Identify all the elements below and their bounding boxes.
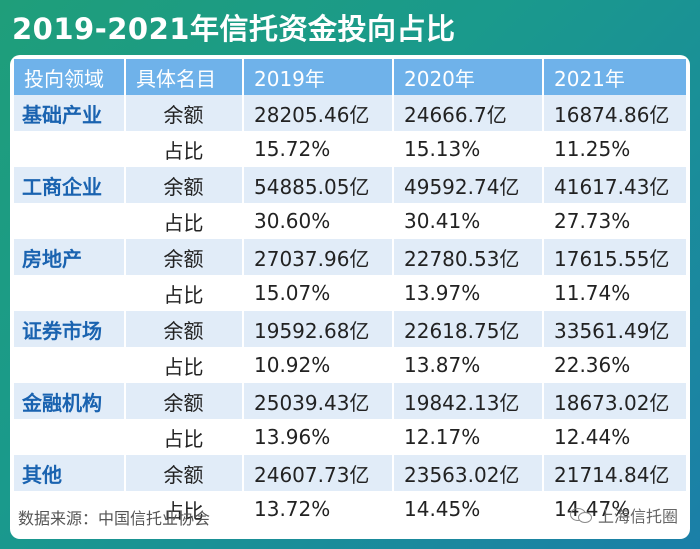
item-cell: 余额	[126, 167, 244, 203]
table-header-row: 投向领域 具体名目 2019年 2020年 2021年	[14, 59, 686, 95]
item-cell: 余额	[126, 455, 244, 491]
table-row: 占比 15.07% 13.97% 11.74%	[14, 275, 686, 311]
table-row: 占比 13.96% 12.17% 12.44%	[14, 419, 686, 455]
value-cell: 19842.13亿	[394, 383, 544, 419]
brand-watermark: 上海信托圈	[569, 503, 678, 527]
value-cell: 17615.55亿	[544, 239, 686, 275]
value-cell: 21714.84亿	[544, 455, 686, 491]
table-panel: 投向领域 具体名目 2019年 2020年 2021年 基础产业 余额 28205.…	[10, 55, 690, 539]
value-cell: 24607.73亿	[244, 455, 394, 491]
table-row: 证券市场 余额 19592.68亿 22618.75亿 33561.49亿	[14, 311, 686, 347]
value-cell: 12.17%	[394, 419, 544, 455]
header-cell: 投向领域	[14, 59, 126, 95]
value-cell: 13.96%	[244, 419, 394, 455]
value-cell: 27.73%	[544, 203, 686, 239]
value-cell: 15.07%	[244, 275, 394, 311]
chart-title: 2019-2021年信托资金投向占比	[12, 12, 456, 46]
domain-cell	[14, 491, 126, 527]
item-cell: 余额	[126, 311, 244, 347]
data-table: 投向领域 具体名目 2019年 2020年 2021年 基础产业 余额 28205.…	[14, 59, 686, 527]
value-cell: 15.72%	[244, 131, 394, 167]
domain-cell	[14, 203, 126, 239]
header-cell: 具体名目	[126, 59, 244, 95]
value-cell: 22.36%	[544, 347, 686, 383]
data-source: 数据来源：中国信托业协会	[18, 509, 211, 528]
value-cell: 24666.7亿	[394, 95, 544, 131]
item-cell: 余额	[126, 95, 244, 131]
table-row: 工商企业 余额 54885.05亿 49592.74亿 41617.43亿	[14, 167, 686, 203]
table-row: 占比 10.92% 13.87% 22.36%	[14, 347, 686, 383]
header-cell: 2020年	[394, 59, 544, 95]
value-cell: 12.44%	[544, 419, 686, 455]
domain-cell: 证券市场	[14, 311, 126, 347]
table-row: 金融机构 余额 25039.43亿 19842.13亿 18673.02亿	[14, 383, 686, 419]
value-cell: 15.13%	[394, 131, 544, 167]
value-cell: 13.97%	[394, 275, 544, 311]
header-cell: 2019年	[244, 59, 394, 95]
value-cell: 33561.49亿	[544, 311, 686, 347]
value-cell: 49592.74亿	[394, 167, 544, 203]
table-row: 占比 15.72% 15.13% 11.25%	[14, 131, 686, 167]
value-cell: 27037.96亿	[244, 239, 394, 275]
domain-cell	[14, 131, 126, 167]
value-cell: 28205.46亿	[244, 95, 394, 131]
value-cell: 25039.43亿	[244, 383, 394, 419]
value-cell: 14.45%	[394, 491, 544, 527]
domain-cell: 其他	[14, 455, 126, 491]
domain-cell: 基础产业	[14, 95, 126, 131]
wechat-icon	[569, 506, 592, 524]
value-cell: 30.41%	[394, 203, 544, 239]
item-cell: 占比	[126, 131, 244, 167]
value-cell: 10.92%	[244, 347, 394, 383]
header-cell: 2021年	[544, 59, 686, 95]
table-row: 其他 余额 24607.73亿 23563.02亿 21714.84亿	[14, 455, 686, 491]
table-row: 占比 13.72% 14.45% 14.47%	[14, 491, 686, 527]
value-cell: 11.25%	[544, 131, 686, 167]
item-cell: 占比	[126, 419, 244, 455]
value-cell: 22780.53亿	[394, 239, 544, 275]
domain-cell: 工商企业	[14, 167, 126, 203]
item-cell: 占比	[126, 203, 244, 239]
value-cell: 13.87%	[394, 347, 544, 383]
table-row: 房地产 余额 27037.96亿 22780.53亿 17615.55亿	[14, 239, 686, 275]
domain-cell	[14, 347, 126, 383]
value-cell: 14.47%	[544, 491, 686, 527]
table-row: 占比 30.60% 30.41% 27.73%	[14, 203, 686, 239]
domain-cell: 房地产	[14, 239, 126, 275]
item-cell: 占比	[126, 347, 244, 383]
value-cell: 13.72%	[244, 491, 394, 527]
value-cell: 11.74%	[544, 275, 686, 311]
item-cell: 余额	[126, 383, 244, 419]
table-body: 基础产业 余额 28205.46亿 24666.7亿 16874.86亿 占比 15.72%…	[14, 95, 686, 527]
value-cell: 16874.86亿	[544, 95, 686, 131]
table-row: 基础产业 余额 28205.46亿 24666.7亿 16874.86亿	[14, 95, 686, 131]
domain-cell: 金融机构	[14, 383, 126, 419]
value-cell: 22618.75亿	[394, 311, 544, 347]
brand-name: 上海信托圈	[597, 507, 678, 526]
value-cell: 18673.02亿	[544, 383, 686, 419]
value-cell: 54885.05亿	[244, 167, 394, 203]
value-cell: 41617.43亿	[544, 167, 686, 203]
item-cell: 占比	[126, 491, 244, 527]
item-cell: 占比	[126, 275, 244, 311]
domain-cell	[14, 419, 126, 455]
value-cell: 23563.02亿	[394, 455, 544, 491]
domain-cell	[14, 275, 126, 311]
value-cell: 19592.68亿	[244, 311, 394, 347]
value-cell: 30.60%	[244, 203, 394, 239]
item-cell: 余额	[126, 239, 244, 275]
